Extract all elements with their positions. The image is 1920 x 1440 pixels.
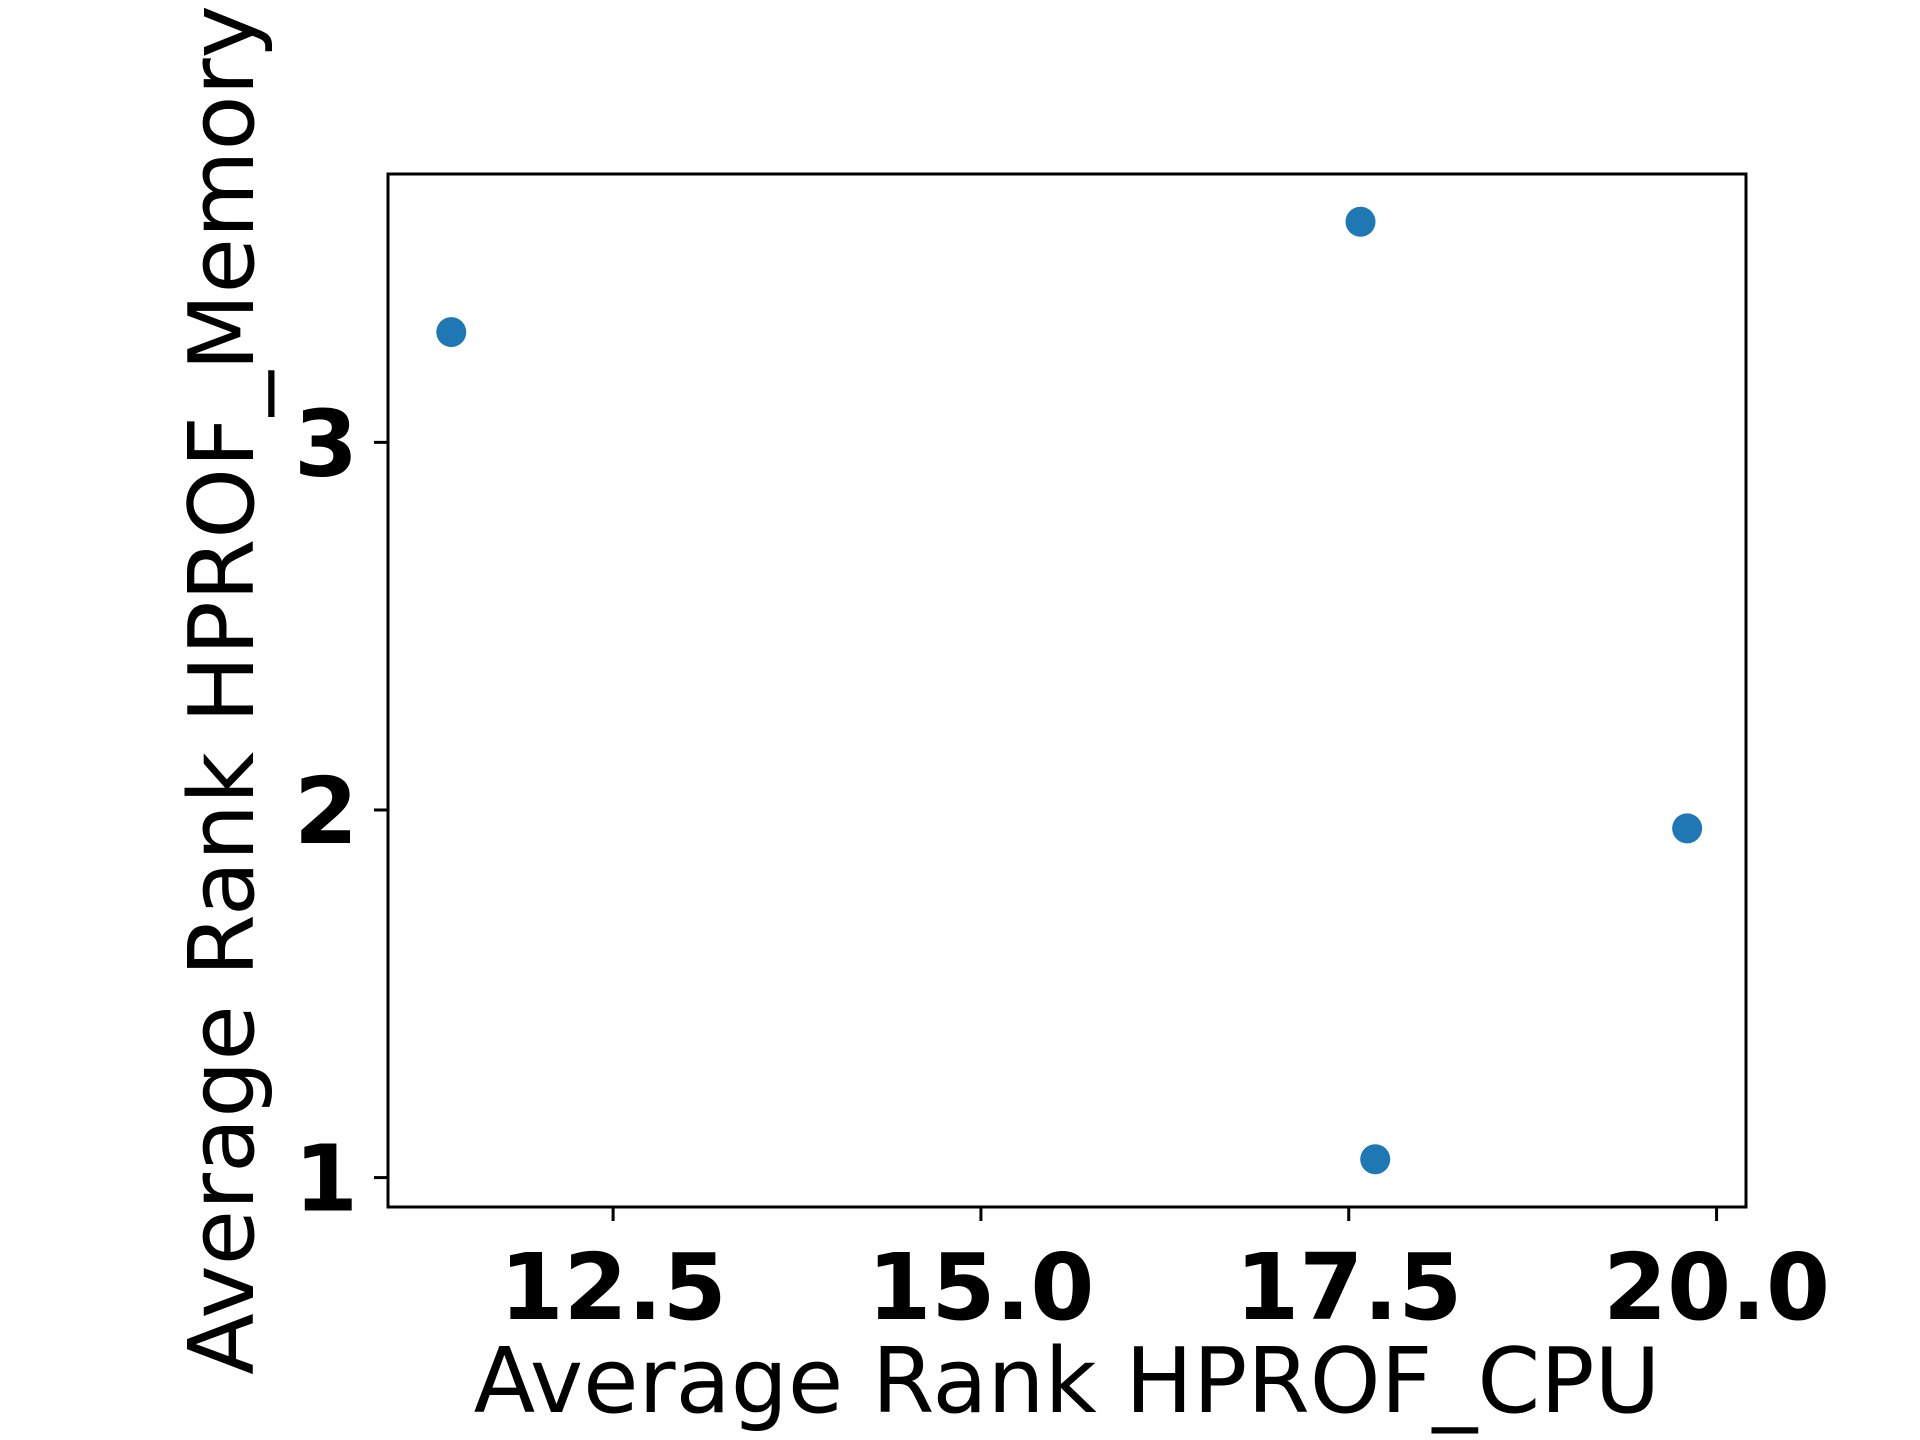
scatter-point [436, 317, 467, 348]
y-axis-ticks: 1 2 3 [294, 390, 388, 1233]
y-axis-title: Average Rank HPROF_Memory [170, 5, 275, 1375]
scatter-point [1672, 813, 1703, 844]
y-tick-label: 3 [294, 390, 358, 497]
y-tick-label: 2 [294, 758, 358, 865]
x-axis-title: Average Rank HPROF_CPU [474, 1329, 1661, 1434]
x-tick-label: 20.0 [1603, 1234, 1830, 1341]
x-tick-label: 17.5 [1235, 1234, 1462, 1341]
x-axis-ticks: 12.5 15.0 17.5 20.0 [500, 1207, 1830, 1341]
x-tick-label: 12.5 [500, 1234, 727, 1341]
y-tick-label: 1 [294, 1126, 358, 1233]
scatter-point [1345, 206, 1376, 237]
plot-frame [386, 172, 1748, 1209]
x-tick-label: 15.0 [867, 1234, 1094, 1341]
data-points [436, 206, 1703, 1175]
scatter-point [1360, 1144, 1391, 1175]
